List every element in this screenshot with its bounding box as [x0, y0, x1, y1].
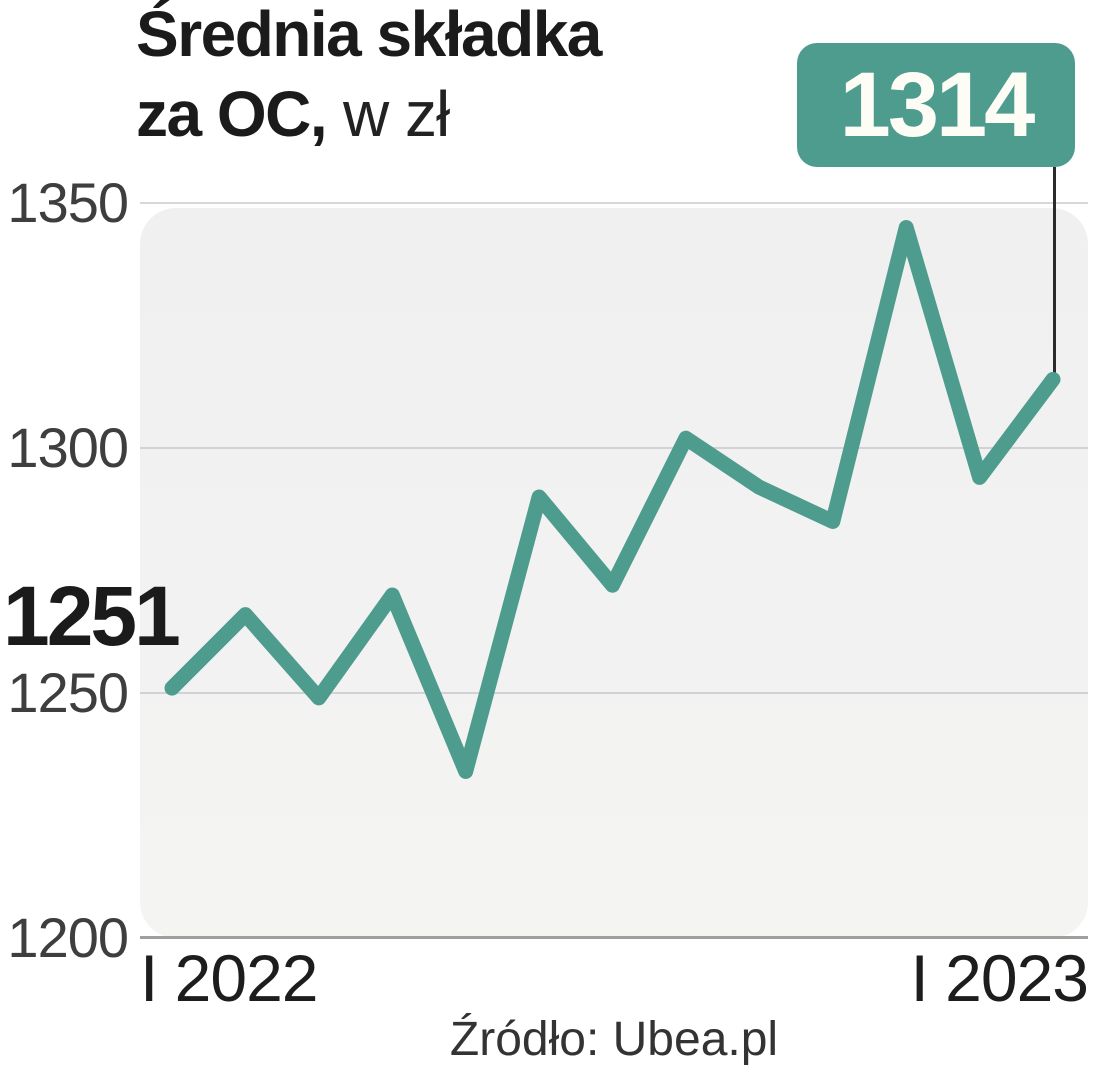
y-tick-1200: 1200	[7, 906, 129, 969]
chart-title: Średnia składka za OC, w zł	[136, 0, 602, 154]
last-value-badge-label: 1314	[839, 53, 1036, 156]
x-axis-baseline	[140, 936, 1088, 939]
gridline-1250	[140, 692, 1088, 694]
y-tick-1250: 1250	[7, 661, 129, 724]
y-tick-1350: 1350	[7, 171, 129, 234]
chart-title-line1: Średnia składka	[136, 0, 602, 70]
x-tick-left: I 2022	[140, 941, 318, 1015]
chart-title-line2: za OC,	[136, 78, 328, 150]
source-caption: Źródło: Ubea.pl	[449, 1013, 779, 1066]
last-value-badge: 1314	[797, 43, 1075, 167]
plot-area	[140, 208, 1088, 938]
gridline-1350	[140, 202, 1088, 204]
y-tick-1300: 1300	[7, 416, 129, 479]
gridline-1300	[140, 447, 1088, 449]
first-value-label: 1251	[3, 569, 181, 663]
x-tick-right: I 2023	[910, 941, 1089, 1015]
chart-title-unit: w zł	[326, 78, 450, 150]
badge-pointer-line	[1053, 167, 1056, 383]
